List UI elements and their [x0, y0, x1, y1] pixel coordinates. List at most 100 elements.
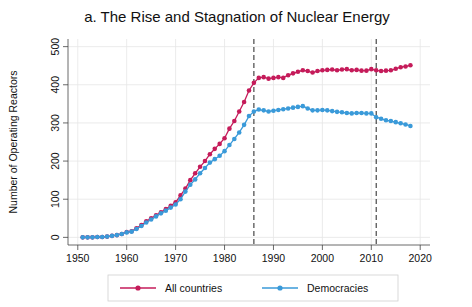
point: [154, 214, 159, 219]
point: [95, 235, 100, 240]
point: [369, 67, 374, 72]
point: [168, 205, 173, 210]
point: [286, 73, 291, 78]
point: [330, 67, 335, 72]
point: [286, 106, 291, 111]
legend-label: All countries: [165, 282, 222, 294]
point: [359, 68, 364, 73]
point: [110, 234, 115, 239]
tick: [175, 245, 176, 250]
point: [90, 235, 95, 240]
point: [237, 130, 242, 135]
point: [105, 234, 110, 239]
y-axis-label: Number of Operating Reactors: [7, 71, 19, 214]
point: [222, 149, 227, 154]
point: [305, 106, 310, 111]
legend-box: [108, 275, 398, 301]
tick: [63, 122, 68, 123]
point: [345, 67, 350, 72]
point: [134, 227, 139, 232]
tick-label: 1950: [66, 252, 90, 264]
point: [374, 68, 379, 73]
point: [320, 108, 325, 113]
legend-marker: [135, 285, 140, 290]
point: [80, 235, 85, 240]
point: [256, 76, 261, 81]
grid-line: [68, 84, 430, 85]
point: [325, 68, 330, 73]
tick-label: 300: [49, 114, 61, 132]
grid-line: [273, 39, 274, 245]
point: [310, 70, 315, 75]
tick-label: 400: [49, 76, 61, 94]
point: [261, 75, 266, 80]
point: [379, 69, 384, 74]
point: [389, 68, 394, 73]
point: [208, 152, 213, 157]
series-line: [83, 106, 411, 237]
point: [183, 189, 188, 194]
point: [330, 109, 335, 114]
point: [227, 126, 232, 131]
reference-line: [253, 39, 254, 245]
point: [188, 182, 193, 187]
plot-area: [80, 39, 412, 245]
grid-line: [68, 46, 430, 47]
point: [217, 142, 222, 147]
point: [384, 68, 389, 73]
tick: [322, 245, 323, 250]
point: [237, 109, 242, 114]
point: [379, 116, 384, 121]
point: [115, 233, 120, 238]
point: [217, 153, 222, 158]
point: [212, 147, 217, 152]
point: [325, 108, 330, 113]
grid-line: [175, 39, 176, 245]
point: [232, 137, 237, 142]
point: [144, 220, 149, 225]
point: [198, 164, 203, 169]
point: [100, 235, 105, 240]
point: [281, 76, 286, 81]
point: [203, 159, 208, 164]
point: [203, 166, 208, 171]
point: [364, 68, 369, 73]
point: [340, 110, 345, 115]
point: [349, 111, 354, 116]
point: [408, 63, 413, 68]
tick: [420, 245, 421, 250]
grid-line: [420, 39, 421, 245]
point: [193, 171, 198, 176]
point: [178, 197, 183, 202]
point: [301, 68, 306, 73]
tick-label: 200: [49, 152, 61, 170]
point: [291, 71, 296, 76]
point: [266, 76, 271, 81]
point: [320, 68, 325, 73]
legend-label: Democracies: [307, 282, 368, 294]
point: [247, 88, 252, 93]
tick: [63, 46, 68, 47]
tick-label: 1970: [164, 252, 188, 264]
point: [129, 229, 134, 234]
point: [271, 76, 276, 81]
point: [393, 120, 398, 125]
tick: [224, 245, 225, 250]
tick: [126, 245, 127, 250]
point: [398, 121, 403, 126]
series-line: [83, 65, 411, 237]
point: [281, 107, 286, 112]
point: [193, 177, 198, 182]
point: [124, 230, 129, 235]
tick-label: 100: [49, 190, 61, 208]
point: [349, 68, 354, 73]
point: [100, 235, 105, 240]
point: [212, 157, 217, 162]
point: [271, 108, 276, 113]
point: [345, 111, 350, 116]
grid-line: [68, 237, 430, 238]
point: [129, 229, 134, 234]
point: [85, 235, 90, 240]
tick-label: 1990: [262, 252, 286, 264]
point: [149, 217, 154, 222]
